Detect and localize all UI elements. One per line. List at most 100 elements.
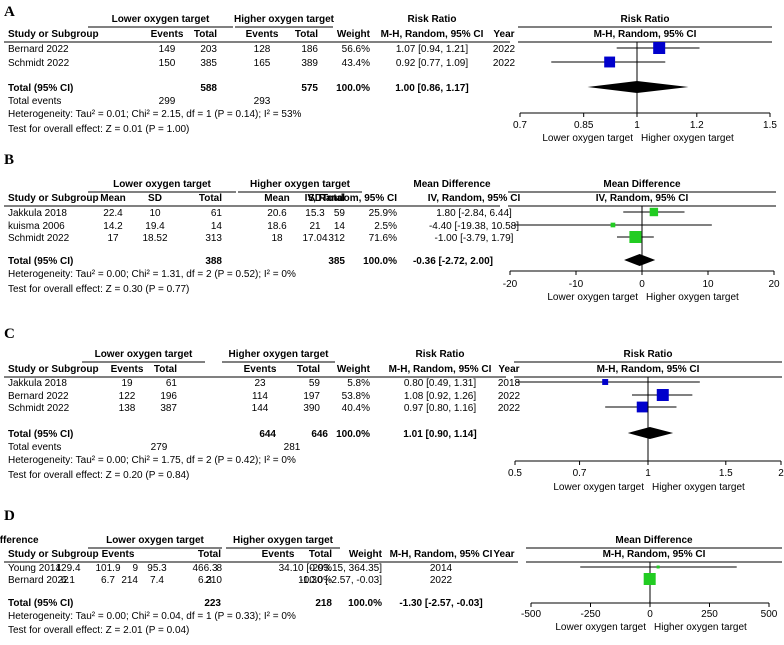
column-header: IV, Random, 95% CI: [305, 193, 398, 204]
panel-a: A Lower oxygen target Higher oxygen target…: [4, 4, 777, 144]
column-header: Study or Subgroup: [8, 364, 99, 375]
events-cell: 281: [284, 442, 301, 453]
panel-label: A: [4, 4, 15, 20]
total-cell: 100.0%: [336, 429, 370, 440]
favours-right: Higher oxygen target: [646, 292, 739, 303]
study-name: Jakkula 2018: [8, 208, 67, 219]
study-cell: 6.3: [198, 575, 212, 586]
x-tick-label: 500: [761, 609, 778, 620]
x-tick-label: 1: [634, 120, 640, 131]
column-header: Year: [498, 364, 519, 375]
study-cell: 14: [334, 221, 346, 232]
total-cell: 644: [259, 429, 276, 440]
events-cell: 279: [151, 442, 168, 453]
total-cell: 100.0%: [336, 83, 370, 94]
study-point: [604, 56, 616, 68]
total-cell: -0.36 [-2.72, 2.00]: [413, 256, 493, 267]
study-cell: 150: [159, 58, 176, 69]
study-cell: 8: [216, 563, 222, 574]
total-cell: 100.0%: [348, 598, 382, 609]
events-cell: 299: [159, 96, 176, 107]
column-header: M-H, Random, 95% CI: [390, 549, 493, 560]
pooled-diamond: [627, 427, 674, 439]
effect-header: Risk Ratio: [408, 14, 457, 25]
plot-subtitle: M-H, Random, 95% CI: [603, 549, 706, 560]
column-header: Mean: [264, 193, 290, 204]
group-header: Lower oxygen target: [95, 349, 193, 360]
study-cell: 149: [159, 44, 176, 55]
study-cell: 53.8%: [342, 391, 370, 402]
study-point: [649, 207, 659, 217]
effect-header: Risk Ratio: [416, 349, 465, 360]
study-cell: 186: [301, 44, 318, 55]
plot-title: Risk Ratio: [624, 349, 673, 360]
overall-effect-text: Test for overall effect: Z = 0.01 (P = 1…: [8, 124, 189, 135]
study-name: Jakkula 2018: [8, 378, 67, 389]
study-cell: 128: [254, 44, 271, 55]
study-cell: 1.80 [-2.84, 6.44]: [436, 208, 512, 219]
x-tick-label: 1.5: [719, 468, 733, 479]
plot-title: Mean Difference: [615, 535, 693, 546]
study-cell: 129.4: [55, 563, 80, 574]
pooled-diamond: [624, 254, 656, 266]
study-name: Schmidt 2022: [8, 233, 70, 244]
study-cell: 19.4: [145, 221, 165, 232]
heterogeneity-text: Heterogeneity: Tau² = 0.01; Chi² = 2.15,…: [8, 109, 302, 120]
study-cell: -1.30 [-2.57, -0.03]: [300, 575, 382, 586]
column-header: Events: [262, 549, 295, 560]
study-cell: 14.2: [103, 221, 123, 232]
x-tick-label: -10: [569, 279, 584, 290]
x-tick-label: 250: [701, 609, 718, 620]
study-cell: 40.4%: [342, 403, 370, 414]
study-name: Schmidt 2022: [8, 403, 70, 414]
favours-left: Lower oxygen target: [553, 482, 644, 493]
study-cell: 9: [132, 563, 138, 574]
study-cell: 2022: [430, 575, 453, 586]
study-name: Young 2014: [8, 563, 61, 574]
study-cell: 387: [160, 403, 177, 414]
study-cell: 20.6: [267, 208, 287, 219]
study-cell: 15.3: [305, 208, 325, 219]
study-cell: 122: [119, 391, 136, 402]
panel-b: B Lower oxygen target Higher oxygen target…: [4, 152, 780, 303]
total-label: Total (95% CI): [8, 429, 73, 440]
column-header: M-H, Random, 95% CI: [381, 29, 484, 40]
column-header: Events: [246, 29, 279, 40]
study-cell: 0.92 [0.77, 1.09]: [396, 58, 469, 69]
study-cell: 25.9%: [369, 208, 397, 219]
study-cell: 43.4%: [342, 58, 370, 69]
panel-label: D: [4, 508, 15, 524]
plot-title: Mean Difference: [603, 179, 681, 190]
study-cell: 2.5%: [374, 221, 397, 232]
study-cell: 385: [200, 58, 217, 69]
column-header: Total: [322, 193, 345, 204]
plot-title: Risk Ratio: [621, 14, 670, 25]
column-header: Weight: [337, 364, 371, 375]
study-cell: 203: [200, 44, 217, 55]
column-header: Total: [297, 364, 320, 375]
column-header: Events: [111, 364, 144, 375]
study-cell: 59: [334, 208, 346, 219]
study-cell: -1.00 [-3.79, 1.79]: [435, 233, 514, 244]
group-header: Higher oxygen target: [233, 535, 334, 546]
study-cell: 197: [303, 391, 320, 402]
total-cell: 100.0%: [363, 256, 397, 267]
total-cell: 218: [315, 598, 332, 609]
study-cell: 5.8%: [347, 378, 370, 389]
study-cell: 165: [254, 58, 271, 69]
study-cell: 210: [205, 575, 222, 586]
study-cell: 1.07 [0.94, 1.21]: [396, 44, 469, 55]
column-header: Study or Subgroup: [8, 549, 99, 560]
x-tick-label: -20: [503, 279, 518, 290]
column-header: Study or Subgroup: [8, 193, 99, 204]
column-header: Events: [102, 549, 135, 560]
study-cell: 196: [160, 391, 177, 402]
study-point: [636, 401, 648, 413]
heterogeneity-text: Heterogeneity: Tau² = 0.00; Chi² = 0.04,…: [8, 611, 296, 622]
events-cell: 293: [254, 96, 271, 107]
column-header: Weight: [337, 29, 371, 40]
study-cell: 389: [301, 58, 318, 69]
plot-subtitle: M-H, Random, 95% CI: [594, 29, 697, 40]
study-point: [656, 565, 660, 569]
